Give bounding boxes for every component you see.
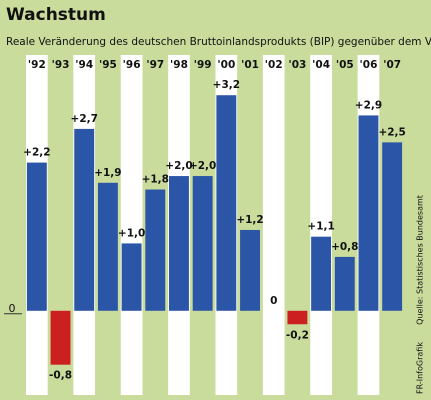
credit: FR-InfoGrafik [416,342,425,394]
value-label: -0,8 [49,370,72,382]
x-tick-label: '05 [336,59,354,71]
x-tick-label: '98 [170,59,188,71]
bar [240,229,260,311]
value-label: +2,0 [165,160,192,172]
bar [311,236,332,311]
y-tick-label: 0 [9,302,16,315]
x-tick-label: '96 [123,59,141,71]
value-label: +2,9 [355,99,382,111]
bar [145,189,166,311]
bar [358,115,379,311]
column-stripe [262,55,285,395]
x-tick-label: '02 [265,59,283,71]
value-label: +1,8 [142,174,169,186]
x-tick-label: '03 [288,59,306,71]
value-label: +0,8 [331,241,358,253]
bar [192,176,213,311]
bar [334,256,355,311]
x-tick-label: '00 [217,59,235,71]
source: Quelle: Statistisches Bundesamt [416,195,425,325]
value-label: -0,2 [286,329,309,341]
value-label: +2,7 [71,113,98,125]
x-tick-label: '04 [312,59,330,71]
x-tick-label: '99 [194,59,212,71]
bar [26,162,47,311]
value-label: +1,1 [307,221,334,233]
x-tick-label: '95 [99,59,117,71]
bar [287,310,308,325]
value-label: +1,0 [118,227,145,239]
value-label: +2,2 [23,147,50,159]
bar [97,182,118,311]
value-label: +1,9 [94,167,121,179]
value-label: +2,0 [189,160,216,172]
value-label: +1,2 [236,214,263,226]
x-tick-label: '07 [383,59,401,71]
value-label: +2,5 [378,126,405,138]
value-label: +3,2 [213,79,240,91]
x-tick-label: '93 [52,59,70,71]
bar [169,176,189,311]
x-tick-label: '92 [28,59,46,71]
bar [121,243,142,311]
x-tick-label: '97 [146,59,164,71]
bar [50,310,71,365]
value-label: 0 [270,295,277,307]
column-stripe [120,55,143,395]
chart-title: Wachstum [6,5,106,25]
bar [74,128,95,311]
chart-subtitle: Reale Veränderung des deutschen Bruttoin… [6,36,431,48]
x-tick-label: '01 [241,59,259,71]
bar [382,142,403,311]
bar [216,95,237,311]
x-tick-label: '06 [360,59,378,71]
x-tick-label: '94 [75,59,93,71]
